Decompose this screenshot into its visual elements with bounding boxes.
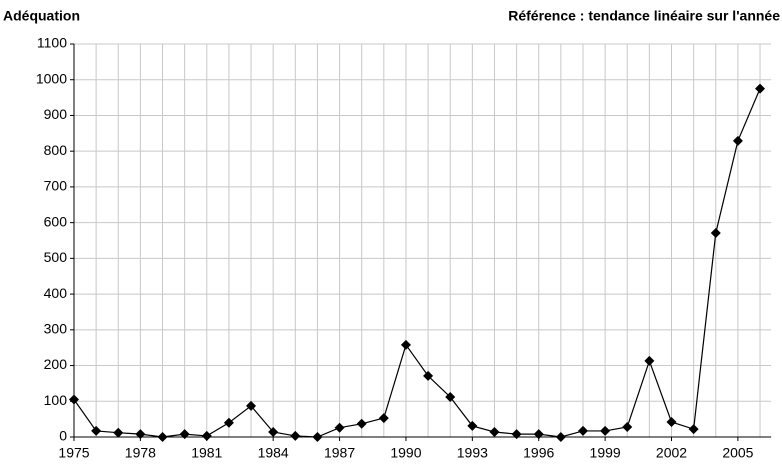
x-tick-label: 1993 [457, 445, 488, 461]
x-tick-label: 1975 [58, 445, 89, 461]
y-tick-label: 1100 [37, 35, 67, 51]
y-tick-label: 100 [44, 392, 68, 408]
x-tick-label: 1981 [191, 445, 222, 461]
y-tick-label: 800 [44, 142, 68, 158]
x-tick-label: 1999 [590, 445, 621, 461]
marker [290, 430, 301, 441]
x-tick-label: 2002 [656, 445, 687, 461]
marker [489, 426, 500, 437]
y-tick-label: 900 [44, 106, 68, 122]
marker [201, 430, 212, 441]
y-tick-label: 600 [44, 213, 68, 229]
y-tick-label: 400 [44, 285, 68, 301]
marker [710, 227, 721, 238]
marker [69, 394, 79, 405]
marker [135, 429, 146, 440]
y-tick-label: 200 [44, 356, 68, 372]
y-tick-label: 300 [44, 321, 68, 337]
marker [732, 135, 743, 146]
marker [179, 429, 190, 440]
chart-subtitle: Référence : tendance linéaire sur l'anné… [508, 8, 780, 24]
y-tick-label: 700 [44, 178, 68, 194]
x-tick-label: 1990 [390, 445, 421, 461]
marker [688, 424, 699, 435]
y-tick-label: 0 [59, 428, 67, 444]
marker [223, 417, 234, 428]
x-tick-label: 1996 [523, 445, 554, 461]
marker [600, 425, 611, 436]
line [73, 88, 761, 438]
marker [356, 418, 367, 429]
marker [400, 339, 411, 350]
marker [91, 425, 102, 436]
marker [378, 413, 389, 424]
marker [445, 391, 456, 402]
marker [666, 416, 677, 427]
marker [533, 429, 544, 440]
marker [312, 432, 323, 442]
marker [555, 432, 566, 442]
x-tick-label: 2005 [722, 445, 753, 461]
marker [755, 83, 766, 94]
marker [511, 429, 522, 440]
marker [467, 420, 478, 431]
marker [113, 427, 124, 438]
chart-title: Adéquation [3, 8, 80, 24]
marker [268, 426, 279, 437]
marker [644, 355, 655, 366]
marker [423, 370, 434, 381]
x-tick-label: 1987 [324, 445, 355, 461]
marker [577, 425, 588, 436]
x-tick-label: 1984 [258, 445, 289, 461]
marker [334, 422, 345, 433]
y-tick-label: 500 [44, 249, 68, 265]
marker [246, 400, 257, 411]
marker [157, 432, 168, 442]
marker [622, 421, 633, 432]
y-tick-label: 1000 [36, 70, 67, 86]
x-tick-label: 1978 [125, 445, 156, 461]
